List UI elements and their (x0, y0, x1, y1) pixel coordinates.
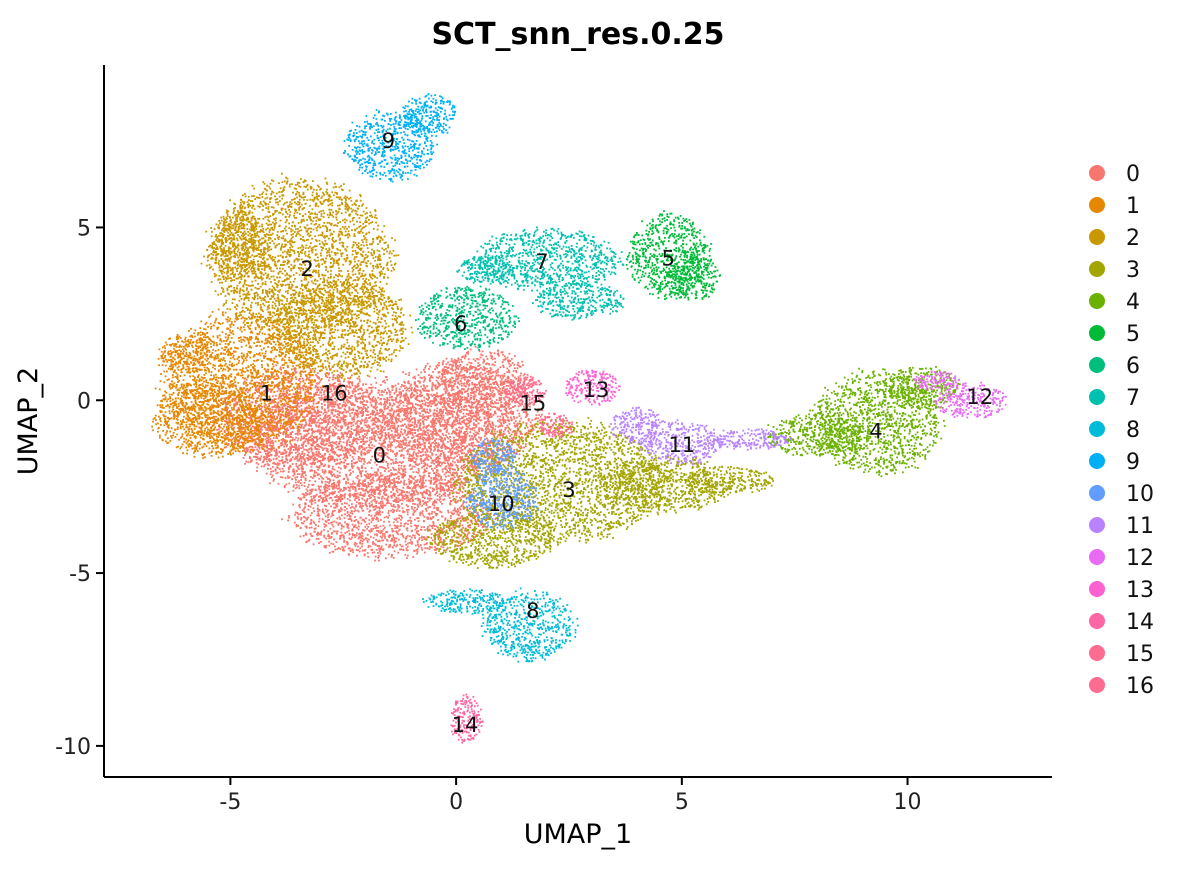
legend-swatch-6 (1089, 357, 1105, 373)
legend-swatch-4 (1089, 293, 1105, 309)
legend-swatch-1 (1089, 197, 1105, 213)
cluster-10-points (463, 437, 540, 530)
legend-swatch-2 (1089, 229, 1105, 245)
cluster-label-10: 10 (488, 492, 515, 516)
legend-swatch-0 (1089, 165, 1105, 181)
cluster-label-15: 15 (519, 392, 546, 416)
cluster-label-4: 4 (869, 419, 882, 443)
legend-label-1: 1 (1126, 194, 1140, 219)
cluster-label-13: 13 (583, 378, 610, 402)
legend-swatch-12 (1089, 549, 1105, 565)
legend-label-11: 11 (1126, 514, 1154, 539)
legend-label-13: 13 (1126, 578, 1154, 603)
cluster-9-points (342, 93, 456, 183)
legend-label-16: 16 (1126, 674, 1154, 699)
cluster-15-points (503, 375, 574, 438)
y-axis-ticks: -10 -5 0 5 (55, 216, 104, 760)
legend-label-7: 7 (1126, 386, 1140, 411)
legend-label-2: 2 (1126, 226, 1140, 251)
cluster-12-points (914, 370, 1007, 419)
legend-label-14: 14 (1126, 610, 1154, 635)
legend-swatch-9 (1089, 453, 1105, 469)
legend-label-6: 6 (1126, 354, 1140, 379)
legend-swatch-8 (1089, 421, 1105, 437)
legend-label-0: 0 (1126, 162, 1140, 187)
legend-swatch-15 (1089, 645, 1105, 661)
cluster-0-points (208, 345, 544, 562)
cluster-13-points (565, 369, 621, 406)
cluster-label-6: 6 (454, 312, 467, 336)
cluster-11-points (610, 406, 792, 466)
legend-label-5: 5 (1126, 322, 1140, 347)
cluster-7-points (456, 226, 628, 321)
x-axis-ticks: -5 0 5 10 (219, 777, 922, 815)
cluster-14-points (450, 693, 484, 744)
y-tick-label: 5 (77, 216, 91, 241)
cluster-label-9: 9 (382, 129, 395, 153)
legend-swatch-13 (1089, 581, 1105, 597)
cluster-1-points (151, 308, 324, 459)
cluster-label-1: 1 (260, 381, 273, 405)
chart-title: SCT_snn_res.0.25 (431, 17, 724, 52)
legend-label-8: 8 (1126, 418, 1140, 443)
cluster-4-points (760, 366, 961, 478)
y-tick-label: -5 (69, 562, 91, 587)
cluster-label-12: 12 (966, 385, 993, 409)
x-tick-label: 10 (894, 790, 922, 815)
legend-swatch-16 (1089, 677, 1105, 693)
x-tick-label: 0 (449, 790, 463, 815)
legend-swatch-11 (1089, 517, 1105, 533)
cluster-label-11: 11 (668, 433, 695, 457)
scatter-points-layer (151, 93, 1007, 744)
legend-label-4: 4 (1126, 290, 1140, 315)
legend-label-15: 15 (1126, 642, 1154, 667)
y-axis-title: UMAP_2 (13, 367, 44, 476)
x-axis-title: UMAP_1 (524, 819, 633, 850)
cluster-label-8: 8 (526, 599, 539, 623)
cluster-label-7: 7 (535, 250, 548, 274)
cluster-2-points (200, 172, 414, 381)
legend-label-10: 10 (1126, 482, 1154, 507)
cluster-label-0: 0 (373, 444, 386, 468)
cluster-label-14: 14 (452, 713, 479, 737)
legend-swatch-10 (1089, 485, 1105, 501)
legend-label-9: 9 (1126, 450, 1140, 475)
cluster-6-points (415, 285, 520, 351)
cluster-label-5: 5 (662, 247, 675, 271)
cluster-label-16: 16 (321, 381, 348, 405)
cluster-label-2: 2 (300, 257, 313, 281)
legend-swatch-5 (1089, 325, 1105, 341)
y-tick-label: 0 (77, 389, 91, 414)
cluster-label-3: 3 (562, 478, 575, 502)
y-tick-label: -10 (55, 735, 91, 760)
legend-swatch-14 (1089, 613, 1105, 629)
legend-swatch-7 (1089, 389, 1105, 405)
x-tick-label: -5 (219, 790, 241, 815)
legend-label-12: 12 (1126, 546, 1154, 571)
cluster-8-points (422, 587, 579, 663)
cluster-5-points (625, 210, 721, 301)
legend-label-3: 3 (1126, 258, 1140, 283)
x-tick-label: 5 (675, 790, 689, 815)
legend-swatch-3 (1089, 261, 1105, 277)
